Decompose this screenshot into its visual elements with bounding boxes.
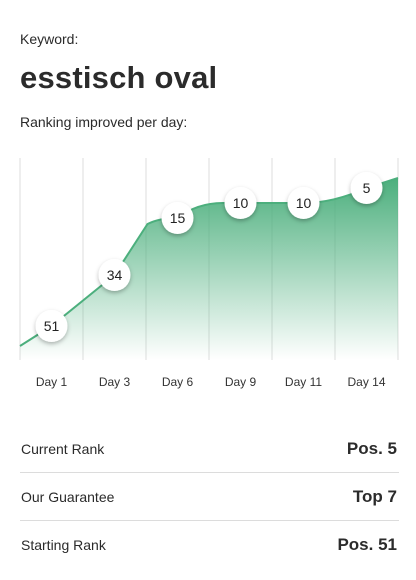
data-point-marker <box>224 187 257 219</box>
stat-row-current-rank: Current Rank Pos. 5 <box>20 425 399 473</box>
data-point-marker <box>350 172 383 204</box>
chart-subtitle: Ranking improved per day: <box>20 114 188 130</box>
stats-list: Current Rank Pos. 5 Our Guarantee Top 7 … <box>20 425 399 568</box>
x-tick-label: Day 3 <box>99 375 131 389</box>
data-point-marker <box>287 187 320 219</box>
x-tick-label: Day 6 <box>162 375 194 389</box>
stat-value: Top 7 <box>352 486 397 506</box>
data-label: 34 <box>107 267 123 283</box>
stat-value: Pos. 51 <box>337 534 397 554</box>
series-line <box>19 177 399 347</box>
data-point: 10 <box>287 187 320 219</box>
series-area <box>20 178 398 360</box>
data-point-marker <box>98 259 131 291</box>
keyword-label: Keyword: <box>20 31 79 47</box>
data-label: 5 <box>363 180 371 196</box>
ranking-chart: 51 34 15 10 10 5 Day 1 Day 3 Day 6 Day 9 Day 11 Da… <box>19 158 399 389</box>
x-tick-label: Day 14 <box>347 375 385 389</box>
data-point-marker <box>161 202 194 234</box>
data-point: 34 <box>98 259 131 291</box>
data-point: 51 <box>35 310 68 342</box>
data-label: 10 <box>233 195 249 211</box>
data-point: 15 <box>161 202 194 234</box>
stat-row-starting-rank: Starting Rank Pos. 51 <box>20 521 399 568</box>
x-tick-label: Day 9 <box>225 375 257 389</box>
x-tick-label: Day 1 <box>36 375 68 389</box>
stat-label: Current Rank <box>21 440 105 457</box>
keyword-title: esstisch oval <box>20 60 218 95</box>
data-point: 5 <box>350 172 383 204</box>
stat-value: Pos. 5 <box>346 438 397 458</box>
x-tick-label: Day 11 <box>285 375 322 389</box>
stat-label: Starting Rank <box>21 536 106 553</box>
data-label: 51 <box>44 318 60 334</box>
data-point-marker <box>35 310 68 342</box>
stat-label: Our Guarantee <box>21 488 115 505</box>
data-label: 10 <box>296 195 312 211</box>
data-label: 15 <box>170 210 186 226</box>
data-point: 10 <box>224 187 257 219</box>
stat-row-guarantee: Our Guarantee Top 7 <box>20 473 399 521</box>
